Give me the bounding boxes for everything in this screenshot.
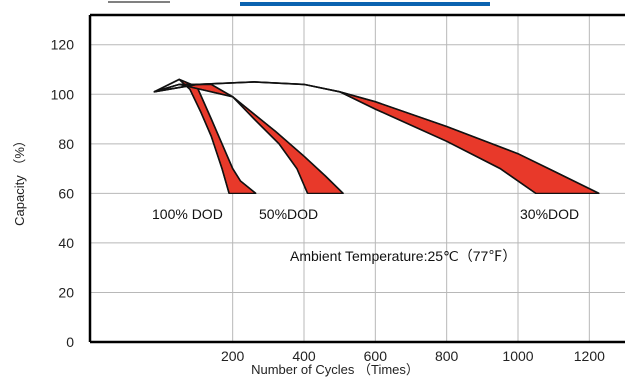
y-tick-label-80: 80 [58, 136, 74, 152]
series-lower-line-1 [153, 83, 309, 194]
y-tick-label-0: 0 [66, 334, 74, 350]
x-tick-label-1000: 1000 [502, 348, 533, 364]
grid-lines [90, 15, 625, 342]
series-areas [153, 78, 600, 195]
x-axis-title: Number of Cycles （Times） [251, 362, 419, 377]
x-tick-label-400: 400 [292, 348, 316, 364]
x-tick-label-200: 200 [221, 348, 245, 364]
y-tick-label-20: 20 [58, 284, 74, 300]
y-tick-label-40: 40 [58, 235, 74, 251]
series-lower-line-0 [153, 78, 230, 194]
labels: Number of Cycles （Times） Capacity （%） Am… [12, 134, 579, 377]
y-axis-title: Capacity （%） [12, 134, 27, 226]
series-label-30-dod: 30%DOD [520, 206, 579, 222]
axes: 0 20 40 60 80 100 120 200 400 600 800 1000 1200 [51, 1, 625, 364]
x-tick-label-1200: 1200 [574, 348, 605, 364]
y-tick-label-100: 100 [51, 86, 75, 102]
series-label-100-dod: 100% DOD [152, 206, 223, 222]
y-tick-label-60: 60 [58, 185, 74, 201]
series-label-50-dod: 50%DOD [259, 206, 318, 222]
x-tick-label-600: 600 [364, 348, 388, 364]
ambient-temperature-note: Ambient Temperature:25℃（77℉） [290, 248, 516, 264]
y-tick-label-120: 120 [51, 37, 75, 53]
x-tick-label-800: 800 [435, 348, 459, 364]
series-upper-line-0 [153, 78, 257, 195]
series-lower-line-2 [154, 81, 537, 195]
